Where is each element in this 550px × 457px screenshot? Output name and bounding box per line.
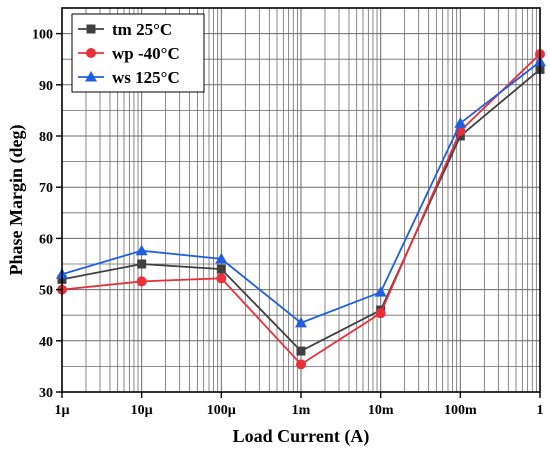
- data-point: [216, 264, 226, 274]
- data-point: [135, 244, 148, 256]
- legend-label: ws 125°C: [112, 68, 180, 87]
- series-layer: [56, 49, 546, 370]
- x-tick-label: 1: [537, 403, 544, 418]
- data-point: [215, 252, 228, 264]
- x-tick-label: 1m: [292, 403, 311, 418]
- y-tick-label: 30: [39, 386, 53, 401]
- y-tick-label: 100: [32, 28, 53, 43]
- x-tick-label: 10µ: [131, 403, 153, 418]
- y-tick-label: 70: [39, 181, 53, 196]
- legend-marker: [86, 24, 96, 34]
- y-tick-label: 50: [39, 284, 53, 299]
- y-tick-label: 80: [39, 130, 53, 145]
- legend-marker: [86, 48, 96, 58]
- data-point: [295, 316, 307, 328]
- data-point: [374, 286, 387, 297]
- x-tick-label: 10m: [368, 403, 394, 418]
- legend-label: wp -40°C: [112, 44, 180, 63]
- data-point: [375, 308, 386, 319]
- legend-entry: wp -40°C: [78, 44, 180, 63]
- legend-entry: tm 25°C: [78, 20, 172, 39]
- y-tick-label: 60: [39, 232, 53, 247]
- legend-label: tm 25°C: [112, 20, 172, 39]
- y-axis-label: Phase Margin (deg): [6, 125, 27, 276]
- y-tick-label: 40: [39, 335, 53, 350]
- x-axis-label: Load Current (A): [233, 426, 370, 447]
- legend-entry: ws 125°C: [78, 68, 180, 87]
- x-tick-label: 1µ: [54, 403, 69, 418]
- data-point: [136, 276, 147, 287]
- data-point: [455, 131, 465, 141]
- x-tick-label: 100m: [444, 403, 477, 418]
- legend-marker: [85, 71, 97, 82]
- data-point: [137, 259, 147, 269]
- legend: tm 25°C wp -40°C ws 125°C: [71, 13, 205, 93]
- data-point: [296, 359, 306, 370]
- data-point: [216, 273, 227, 284]
- x-tick-label: 100µ: [207, 403, 236, 418]
- y-tick-label: 90: [39, 79, 53, 94]
- data-point: [454, 117, 467, 128]
- data-point: [296, 346, 306, 356]
- ticks-layer: 1µ 10µ 100µ 1m 10m 100m 1 30 40 50 60 70 80 90 100: [32, 28, 544, 418]
